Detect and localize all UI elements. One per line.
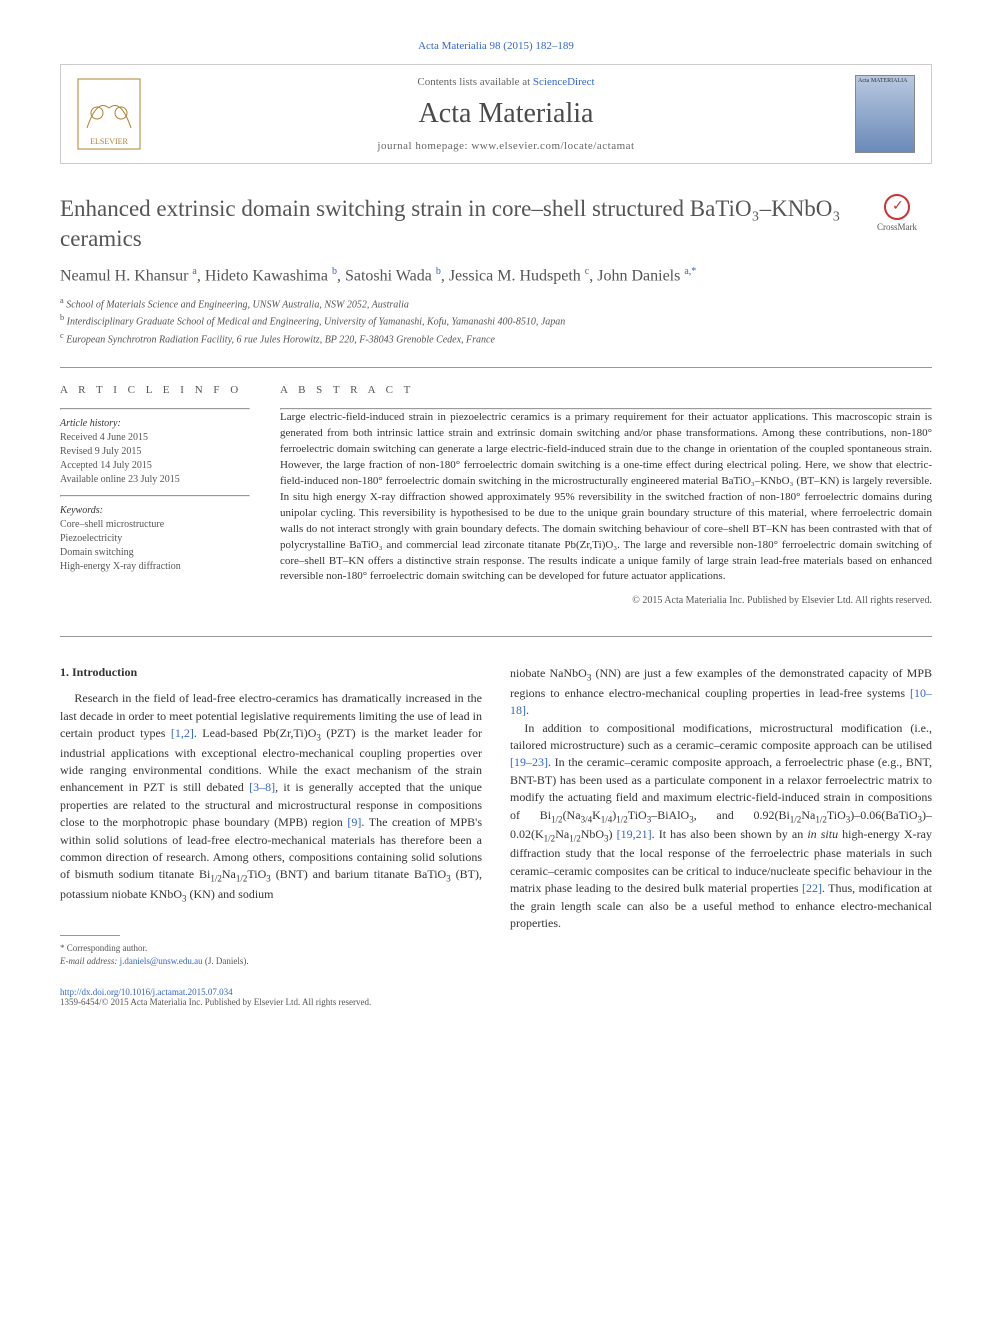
- body-column-left: 1. Introduction Research in the field of…: [60, 665, 482, 967]
- abstract: A B S T R A C T Large electric-field-ind…: [280, 384, 932, 606]
- article-title: Enhanced extrinsic domain switching stra…: [60, 194, 842, 254]
- abstract-text: Large electric-field-induced strain in p…: [280, 410, 932, 585]
- keyword: Piezoelectricity: [60, 532, 250, 546]
- history-label: Article history:: [60, 418, 250, 429]
- divider: [60, 367, 932, 368]
- crossmark-icon: [884, 194, 910, 220]
- keyword: Core–shell microstructure: [60, 518, 250, 532]
- citation: Acta Materialia 98 (2015) 182–189: [60, 40, 932, 52]
- history-line: Accepted 14 July 2015: [60, 459, 250, 473]
- elsevier-logo: ELSEVIER: [77, 78, 141, 150]
- crossmark-badge[interactable]: CrossMark: [862, 194, 932, 232]
- affiliation: b Interdisciplinary Graduate School of M…: [60, 312, 932, 329]
- journal-name: Acta Materialia: [157, 98, 855, 130]
- history-line: Revised 9 July 2015: [60, 445, 250, 459]
- issn-copyright: 1359-6454/© 2015 Acta Materialia Inc. Pu…: [60, 997, 932, 1007]
- section-heading: 1. Introduction: [60, 665, 482, 680]
- footnote-separator: [60, 935, 120, 936]
- contents-available: Contents lists available at ScienceDirec…: [157, 76, 855, 88]
- sciencedirect-link[interactable]: ScienceDirect: [533, 76, 595, 88]
- journal-homepage: journal homepage: www.elsevier.com/locat…: [157, 140, 855, 152]
- article-info-label: A R T I C L E I N F O: [60, 384, 250, 396]
- divider: [60, 636, 932, 637]
- doi-link[interactable]: http://dx.doi.org/10.1016/j.actamat.2015…: [60, 987, 932, 997]
- corresponding-author-note: * Corresponding author. E-mail address: …: [60, 942, 482, 967]
- body-column-right: niobate NaNbO3 (NN) are just a few examp…: [510, 665, 932, 967]
- journal-header: ELSEVIER Contents lists available at Sci…: [60, 64, 932, 164]
- page-footer: http://dx.doi.org/10.1016/j.actamat.2015…: [60, 987, 932, 1007]
- authors: Neamul H. Khansur a, Hideto Kawashima b,…: [60, 266, 932, 285]
- svg-text:ELSEVIER: ELSEVIER: [90, 137, 128, 146]
- keyword: Domain switching: [60, 546, 250, 560]
- affiliation: a School of Materials Science and Engine…: [60, 295, 932, 312]
- keywords-label: Keywords:: [60, 505, 250, 516]
- keyword: High-energy X-ray diffraction: [60, 560, 250, 574]
- abstract-copyright: © 2015 Acta Materialia Inc. Published by…: [280, 595, 932, 606]
- affiliation: c European Synchrotron Radiation Facilit…: [60, 330, 932, 347]
- article-info: A R T I C L E I N F O Article history: R…: [60, 384, 250, 606]
- history-line: Received 4 June 2015: [60, 431, 250, 445]
- homepage-link[interactable]: www.elsevier.com/locate/actamat: [471, 140, 634, 152]
- abstract-label: A B S T R A C T: [280, 384, 932, 396]
- body-paragraph: niobate NaNbO3 (NN) are just a few examp…: [510, 665, 932, 932]
- email-link[interactable]: j.daniels@unsw.edu.au: [120, 956, 203, 966]
- journal-cover-thumbnail: Acta MATERIALIA: [855, 75, 915, 153]
- affiliations: a School of Materials Science and Engine…: [60, 295, 932, 347]
- body-paragraph: Research in the field of lead-free elect…: [60, 690, 482, 905]
- history-line: Available online 23 July 2015: [60, 473, 250, 487]
